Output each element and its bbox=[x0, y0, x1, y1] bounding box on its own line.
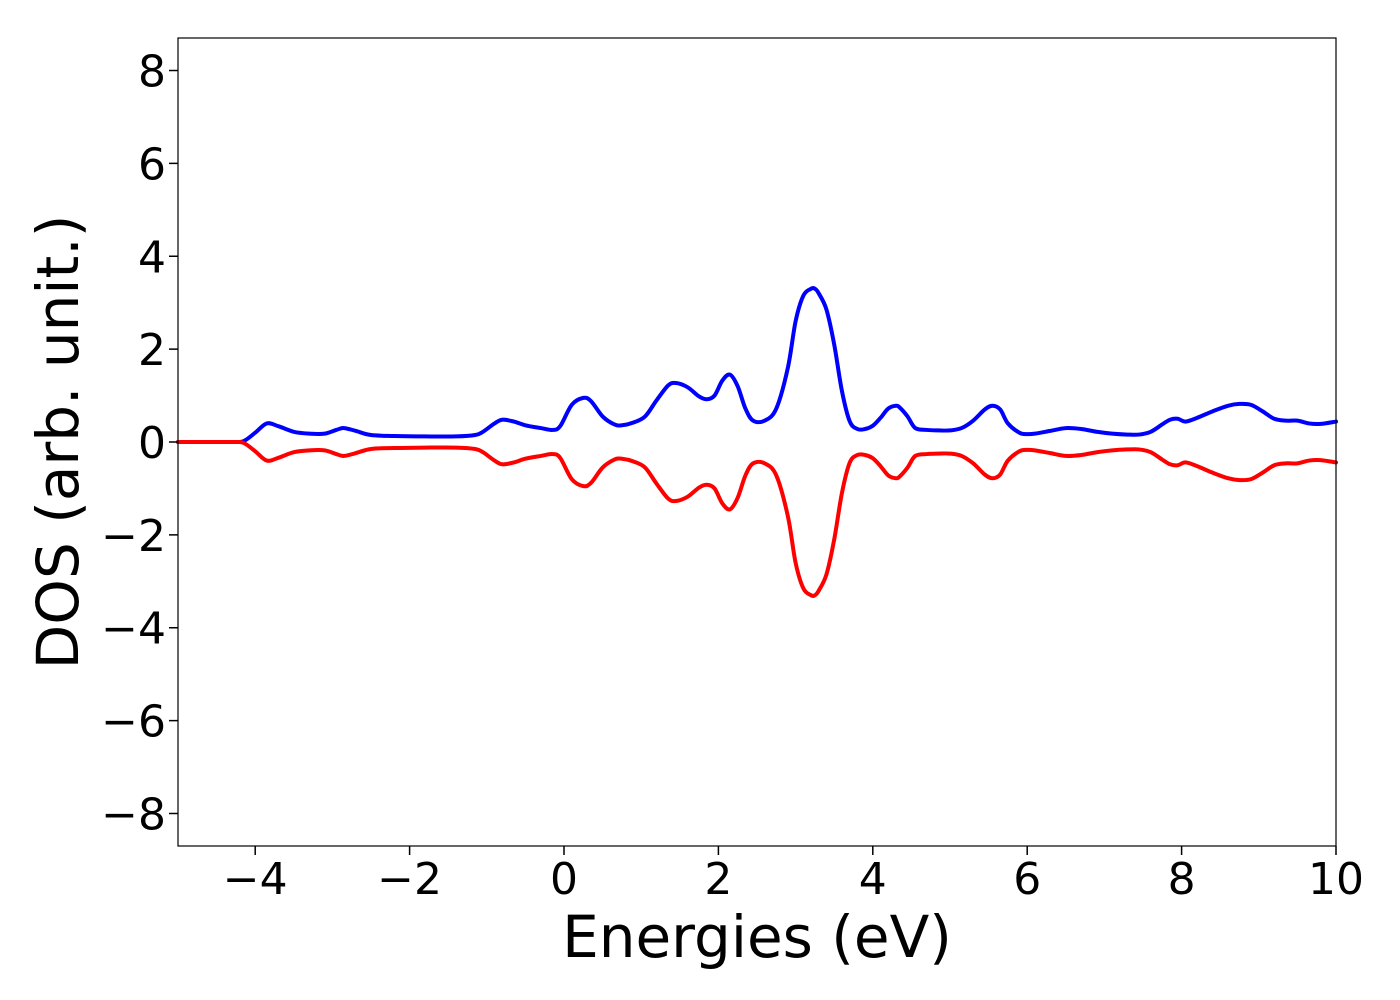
x-tick-label: 6 bbox=[1013, 854, 1041, 905]
y-tick-label: −6 bbox=[101, 697, 166, 748]
x-tick-label: 8 bbox=[1168, 854, 1196, 905]
y-tick-label: −2 bbox=[101, 511, 166, 562]
y-axis-label: DOS (arb. unit.) bbox=[24, 215, 92, 670]
x-tick-label: 4 bbox=[859, 854, 887, 905]
x-tick-label: 0 bbox=[550, 854, 578, 905]
x-axis: −4 −2 0 2 4 6 8 10 bbox=[223, 846, 1364, 905]
y-tick-label: −8 bbox=[101, 789, 166, 840]
series-line-1 bbox=[176, 439, 1338, 598]
y-tick-label: 6 bbox=[138, 139, 166, 190]
y-tick-label: 4 bbox=[138, 232, 166, 283]
y-tick-label: 2 bbox=[138, 325, 166, 376]
x-tick-label: −2 bbox=[377, 854, 442, 905]
plot-area bbox=[176, 286, 1338, 598]
plot-frame bbox=[177, 37, 1337, 847]
x-tick-label: 10 bbox=[1308, 854, 1364, 905]
x-tick-label: 2 bbox=[704, 854, 732, 905]
series-line-0 bbox=[176, 286, 1338, 445]
y-axis: −8 −6 −4 −2 0 2 4 6 8 bbox=[101, 47, 178, 840]
x-tick-label: −4 bbox=[223, 854, 288, 905]
x-axis-label: Energies (eV) bbox=[562, 903, 952, 971]
y-tick-label: 8 bbox=[138, 47, 166, 98]
y-tick-label: −4 bbox=[101, 604, 166, 655]
y-tick-label: 0 bbox=[138, 418, 166, 469]
